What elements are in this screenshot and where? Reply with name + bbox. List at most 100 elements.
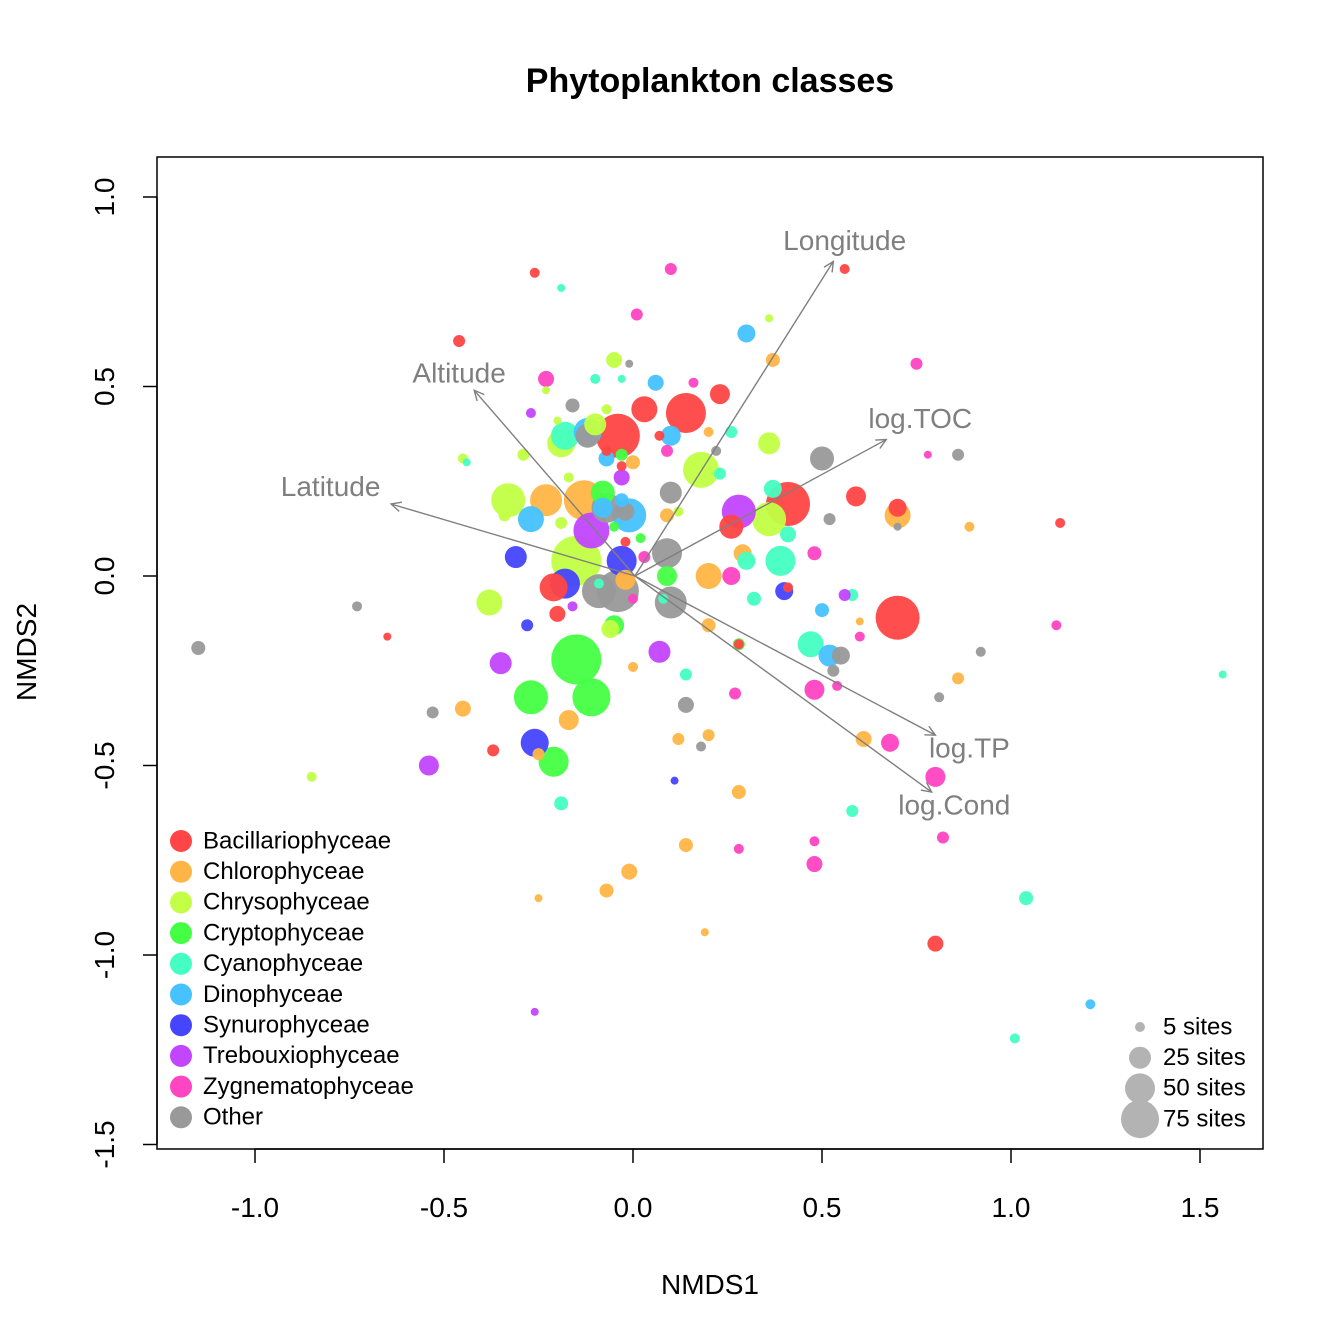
point-cyanophyceae-0 xyxy=(557,283,566,292)
point-cryptophyceae-0 xyxy=(590,480,615,505)
point-other-1 xyxy=(625,359,634,368)
point-trebouxiophyceae-6 xyxy=(648,640,671,663)
point-chrysophyceae-12 xyxy=(563,472,574,483)
point-trebouxiophyceae-2 xyxy=(613,469,630,486)
point-chrysophyceae-16 xyxy=(601,620,620,639)
point-cyanophyceae-1 xyxy=(590,373,601,384)
point-chrysophyceae-10 xyxy=(498,509,511,522)
point-zygnematophyceae-14 xyxy=(936,831,949,844)
point-chlorophyceae-18 xyxy=(702,729,715,742)
point-chlorophyceae-21 xyxy=(731,785,746,800)
point-trebouxiophyceae-0 xyxy=(525,408,536,419)
point-other-6 xyxy=(893,522,902,531)
vectors-layer: Longitude Altitude log.TOC Latitude log.TP lo… xyxy=(281,225,1011,821)
y-tick-label: -0.5 xyxy=(89,741,120,789)
vector-latitude xyxy=(390,503,636,577)
legend-label-other: Other xyxy=(203,1104,263,1131)
point-bacillariophyceae-1 xyxy=(839,264,850,275)
legend-swatch-zygnematophyceae xyxy=(170,1075,192,1098)
point-zygnematophyceae-1 xyxy=(630,308,643,321)
point-cyanophyceae-2 xyxy=(617,374,626,383)
point-cyanophyceae-8 xyxy=(779,526,796,543)
point-zygnematophyceae-9 xyxy=(854,631,865,642)
point-synurophyceae-4 xyxy=(521,619,534,632)
point-cyanophyceae-5 xyxy=(462,458,471,467)
point-bacillariophyceae-18 xyxy=(383,632,392,641)
point-cryptophyceae-3 xyxy=(657,566,678,586)
point-bacillariophyceae-5 xyxy=(665,393,706,434)
point-chrysophyceae-5 xyxy=(584,413,607,436)
point-bacillariophyceae-2 xyxy=(453,335,466,348)
legend-swatch-other xyxy=(170,1106,192,1129)
x-tick-label: 0.5 xyxy=(803,1192,842,1223)
point-bacillariophyceae-16 xyxy=(549,605,566,622)
point-cyanophyceae-16 xyxy=(554,796,569,811)
point-zygnematophyceae-11 xyxy=(832,680,843,691)
point-cryptophyceae-1 xyxy=(615,448,628,461)
point-other-16 xyxy=(975,646,986,657)
point-other-17 xyxy=(677,696,694,713)
point-chlorophyceae-7 xyxy=(964,521,975,532)
point-chlorophyceae-24 xyxy=(599,883,614,898)
point-bacillariophyceae-10 xyxy=(846,486,867,507)
point-dinophyceae-1 xyxy=(647,374,664,391)
legend-swatch-chlorophyceae xyxy=(170,860,192,883)
vector-label-longitude: Longitude xyxy=(783,225,906,256)
point-bacillariophyceae-21 xyxy=(927,935,944,952)
point-cyanophyceae-10 xyxy=(737,551,756,570)
point-zygnematophyceae-15 xyxy=(809,836,820,847)
point-cyanophyceae-11 xyxy=(658,593,669,604)
x-tick-label: -1.0 xyxy=(231,1192,279,1223)
point-cyanophyceae-17 xyxy=(846,804,859,817)
legend-label-cyanophyceae: Cyanophyceae xyxy=(203,950,363,977)
vector-label-log-tp: log.TP xyxy=(929,733,1010,764)
point-other-22 xyxy=(191,641,206,656)
legend-label-trebouxiophyceae: Trebouxiophyceae xyxy=(203,1042,400,1069)
size-legend-marker xyxy=(1121,1100,1159,1139)
vector-arrowhead-altitude xyxy=(473,389,485,402)
point-bacillariophyceae-4 xyxy=(631,396,658,423)
point-cryptophyceae-6 xyxy=(513,680,548,715)
legend-label-dinophyceae: Dinophyceae xyxy=(203,981,343,1008)
point-chlorophyceae-5 xyxy=(660,508,675,523)
point-cyanophyceae-20 xyxy=(1218,670,1227,679)
point-dinophyceae-0 xyxy=(737,324,756,343)
point-other-15 xyxy=(827,664,840,677)
point-cyanophyceae-12 xyxy=(746,591,761,606)
point-zygnematophyceae-4 xyxy=(538,370,555,387)
point-other-3 xyxy=(810,446,834,471)
point-trebouxiophyceae-4 xyxy=(838,588,851,601)
size-legend: 5 sites 25 sites 50 sites 75 sites xyxy=(1121,1013,1246,1139)
point-bacillariophyceae-3 xyxy=(709,384,730,405)
point-chlorophyceae-12 xyxy=(628,661,638,672)
point-chrysophyceae-17 xyxy=(306,771,317,782)
vector-label-log-toc: log.TOC xyxy=(868,403,972,434)
vector-arrowhead-log-toc xyxy=(875,438,888,449)
point-synurophyceae-6 xyxy=(670,776,679,785)
y-tick-label: 0.5 xyxy=(89,367,120,406)
point-dinophyceae-9 xyxy=(815,603,829,618)
vector-longitude xyxy=(634,261,834,577)
point-other-2 xyxy=(711,445,722,456)
x-tick-label: -0.5 xyxy=(420,1192,468,1223)
point-bacillariophyceae-15 xyxy=(782,582,793,593)
y-tick-label: 0.0 xyxy=(89,557,120,596)
point-zygnematophyceae-3 xyxy=(910,357,923,370)
point-zygnematophyceae-6 xyxy=(923,450,932,459)
point-other-18 xyxy=(934,692,945,703)
point-bacillariophyceae-11 xyxy=(888,498,907,517)
vector-arrowhead-log-tp xyxy=(924,725,937,736)
point-chrysophyceae-13 xyxy=(752,502,787,537)
point-chrysophyceae-4 xyxy=(517,448,530,461)
point-cyanophyceae-4 xyxy=(725,425,738,438)
point-chlorophyceae-23 xyxy=(621,863,638,880)
point-cyanophyceae-13 xyxy=(797,631,824,658)
size-legend-label: 50 sites xyxy=(1163,1075,1246,1102)
point-zygnematophyceae-2 xyxy=(688,377,699,388)
y-tick-label: 1.0 xyxy=(89,178,120,217)
point-zygnematophyceae-12 xyxy=(881,733,900,752)
point-other-19 xyxy=(696,741,707,752)
point-trebouxiophyceae-8 xyxy=(418,755,439,776)
point-chrysophyceae-0 xyxy=(606,351,623,368)
